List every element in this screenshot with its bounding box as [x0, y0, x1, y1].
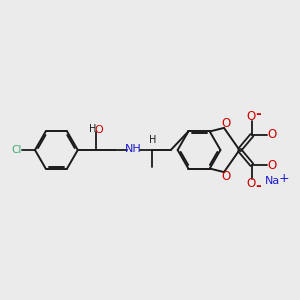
Text: O: O: [221, 117, 230, 130]
Text: NH: NH: [125, 143, 142, 154]
Text: -: -: [255, 107, 261, 122]
Text: O: O: [267, 128, 276, 141]
Text: +: +: [278, 172, 289, 185]
Text: H: H: [89, 124, 96, 134]
Text: -: -: [255, 178, 261, 193]
Text: O: O: [94, 125, 103, 135]
Text: O: O: [247, 110, 256, 123]
Text: Cl: Cl: [12, 145, 22, 155]
Text: O: O: [267, 159, 276, 172]
Text: O: O: [221, 170, 230, 183]
Text: O: O: [247, 177, 256, 190]
Text: H: H: [149, 136, 157, 146]
Text: Na: Na: [265, 176, 280, 186]
